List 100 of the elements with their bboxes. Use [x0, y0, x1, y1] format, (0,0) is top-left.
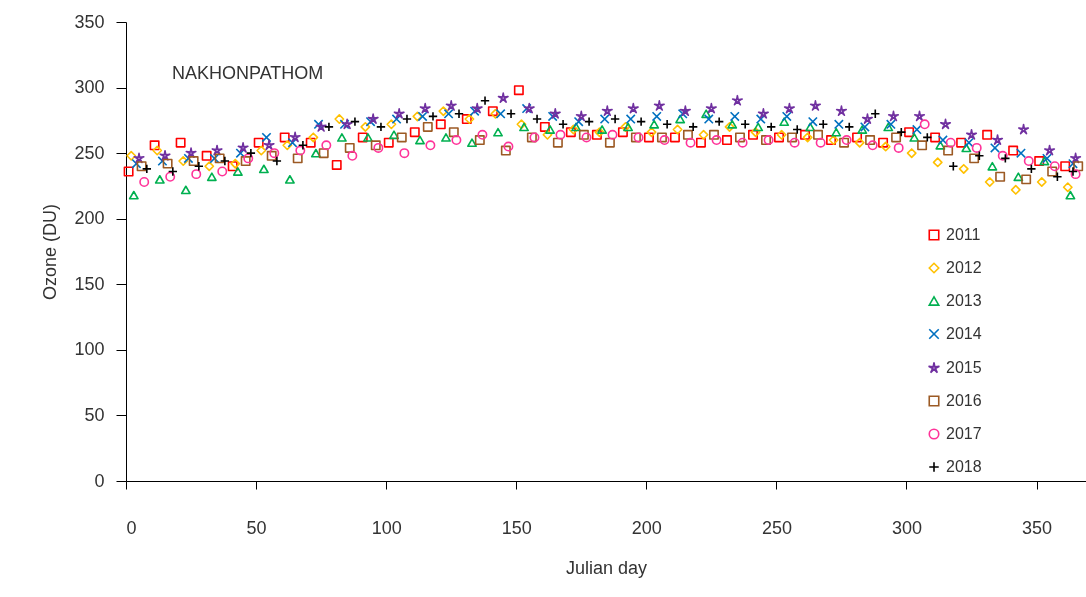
point	[969, 153, 980, 164]
point	[357, 132, 368, 143]
point	[963, 137, 974, 148]
point	[1062, 182, 1073, 193]
point	[558, 119, 569, 130]
point	[256, 145, 267, 156]
point	[753, 122, 764, 132]
point	[383, 137, 394, 148]
point	[185, 147, 197, 158]
point	[193, 161, 204, 172]
point	[415, 135, 425, 145]
point	[625, 114, 636, 125]
point	[695, 137, 706, 148]
point	[781, 111, 792, 122]
point	[682, 129, 693, 140]
point	[1008, 145, 1019, 156]
point	[708, 129, 719, 140]
legend-label: 2016	[946, 392, 982, 409]
point	[813, 129, 824, 140]
point	[971, 142, 982, 153]
point	[783, 102, 795, 114]
x-axis-title: Julian day	[565, 557, 648, 578]
point	[932, 157, 943, 168]
point	[729, 111, 740, 122]
point	[555, 129, 566, 140]
point	[906, 148, 917, 159]
point	[323, 121, 334, 132]
point	[136, 161, 147, 172]
point	[318, 148, 329, 159]
point	[123, 166, 134, 177]
point	[865, 135, 876, 146]
point	[552, 137, 563, 148]
point	[334, 114, 345, 125]
x-tick-label: 350	[1022, 517, 1053, 538]
y-tick-label: 300	[74, 77, 105, 98]
point	[939, 118, 952, 130]
point	[263, 139, 275, 151]
y-axis-title: Ozone (DU)	[40, 203, 61, 301]
point	[604, 137, 615, 148]
point	[1036, 177, 1047, 187]
point	[995, 171, 1006, 182]
point	[261, 132, 272, 143]
x-tick-label: 100	[371, 517, 402, 538]
point	[703, 114, 714, 125]
y-tick-label: 0	[94, 470, 105, 491]
point	[375, 121, 386, 132]
point	[419, 102, 431, 114]
point	[672, 124, 683, 135]
point	[211, 144, 223, 156]
point	[532, 114, 543, 125]
point	[669, 132, 680, 143]
point	[805, 122, 816, 132]
point	[209, 153, 220, 164]
point	[740, 119, 751, 130]
point	[965, 128, 978, 140]
point	[575, 110, 587, 122]
point	[643, 132, 654, 143]
point	[175, 137, 186, 148]
point	[417, 111, 428, 122]
point	[989, 142, 1000, 153]
x-tick-label: 250	[761, 517, 792, 538]
point	[545, 125, 556, 134]
point	[911, 124, 922, 135]
point	[165, 171, 176, 182]
point	[861, 113, 874, 124]
point	[141, 163, 152, 174]
x-tick-label: 300	[891, 517, 923, 538]
point	[1065, 190, 1076, 200]
point	[347, 150, 358, 161]
point	[870, 108, 881, 119]
point	[362, 132, 373, 142]
point	[451, 135, 462, 145]
point	[1073, 161, 1084, 172]
point	[289, 131, 301, 143]
point	[945, 137, 956, 148]
point	[399, 148, 410, 159]
point	[506, 108, 517, 119]
point	[253, 137, 264, 148]
point	[852, 132, 863, 143]
point	[893, 142, 904, 153]
point	[393, 107, 405, 119]
point	[237, 142, 249, 153]
point	[909, 132, 920, 142]
point	[1047, 166, 1058, 177]
text: NAKHONPATHOM	[172, 63, 324, 83]
y-tick-label: 150	[74, 273, 105, 294]
y-tick-label: 350	[74, 11, 105, 32]
point	[675, 114, 686, 124]
point	[1023, 156, 1034, 166]
legend-label: 2017	[946, 425, 982, 442]
point	[542, 129, 553, 140]
point	[214, 153, 225, 164]
legend-label: 2015	[946, 359, 982, 376]
point	[943, 145, 954, 156]
point	[1021, 174, 1032, 185]
point	[779, 117, 790, 127]
point	[789, 137, 800, 148]
point	[245, 148, 256, 159]
point	[344, 142, 355, 153]
point	[448, 127, 459, 138]
